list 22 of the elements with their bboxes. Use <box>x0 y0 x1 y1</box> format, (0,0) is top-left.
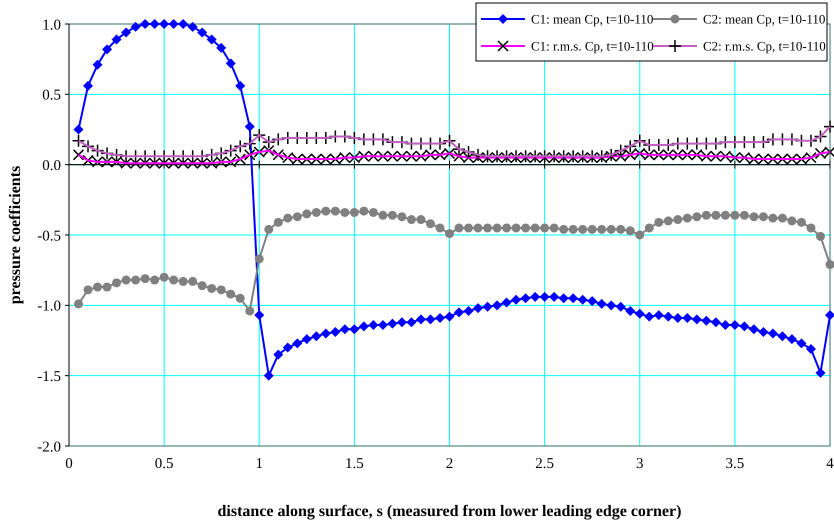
x-tick-label: 2.5 <box>535 456 554 472</box>
x-tick-label: 1 <box>256 456 263 472</box>
y-tick-label: -0.5 <box>37 228 61 244</box>
x-tick-label: 2 <box>446 456 454 472</box>
y-tick-label: 0.0 <box>42 158 61 174</box>
legend-label: C1: mean Cp, t=10-110 <box>531 12 654 27</box>
x-axis-title: distance along surface, s (measured from lower leading edge corner) <box>218 503 682 520</box>
y-tick-label: 0.5 <box>42 88 61 104</box>
y-tick-label: -1.5 <box>37 368 61 385</box>
x-tick-label: 3 <box>636 456 644 472</box>
x-tick-label: 0 <box>65 456 73 472</box>
y-axis-title: pressure coefficients <box>7 166 24 304</box>
x-tick-label: 3.5 <box>726 456 744 472</box>
legend-label: C2: r.m.s. Cp, t=10-110 <box>703 38 826 54</box>
legend-label: C2: mean Cp, t=10-110 <box>703 12 826 27</box>
y-tick-label: -1.0 <box>37 298 61 315</box>
y-tick-label: 1.0 <box>42 17 61 34</box>
x-tick-label: 0.5 <box>154 456 174 472</box>
x-tick-label: 4 <box>826 456 834 472</box>
legend-label: C1: r.m.s. Cp, t=10-110 <box>531 38 654 54</box>
y-tick-label: -2.0 <box>37 439 61 456</box>
x-tick-label: 1.5 <box>345 456 364 472</box>
